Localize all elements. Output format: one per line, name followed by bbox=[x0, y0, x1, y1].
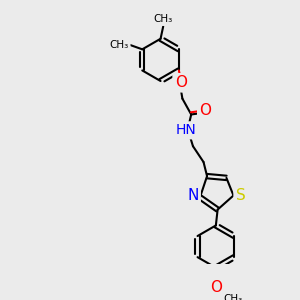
Text: CH₃: CH₃ bbox=[110, 40, 129, 50]
Text: O: O bbox=[210, 280, 222, 295]
Text: HN: HN bbox=[176, 123, 196, 137]
Text: CH₃: CH₃ bbox=[224, 294, 243, 300]
Text: S: S bbox=[236, 188, 245, 203]
Text: N: N bbox=[187, 188, 199, 203]
Text: CH₃: CH₃ bbox=[154, 14, 173, 24]
Text: O: O bbox=[199, 103, 211, 118]
Text: O: O bbox=[175, 75, 187, 90]
